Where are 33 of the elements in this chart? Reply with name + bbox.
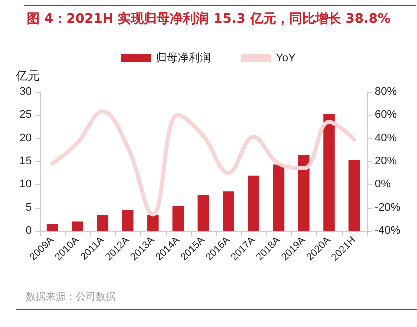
y-tick-label: 5 xyxy=(26,202,32,214)
legend-label: YoY xyxy=(276,52,297,64)
y-tick-label: 20 xyxy=(20,132,32,144)
bar xyxy=(273,164,285,231)
y2-tick-label: 40% xyxy=(375,132,398,144)
y-tick-label: 30 xyxy=(20,86,32,98)
bar xyxy=(148,215,159,231)
y2-tick-label: 20% xyxy=(375,156,398,168)
y-tick-label: 25 xyxy=(20,109,32,122)
bar xyxy=(198,195,210,231)
y-tick-label: 10 xyxy=(20,178,32,191)
y-tick-label: 15 xyxy=(20,156,32,168)
bar xyxy=(348,160,360,231)
chart-title: 图 4：2021H 实现归母净利润 15.3 亿元，同比增长 38.8% xyxy=(27,10,391,28)
line-series xyxy=(50,110,356,217)
y2-tick-label: 80% xyxy=(375,86,398,98)
bar xyxy=(122,210,134,231)
y2-tick-label: 60% xyxy=(375,109,398,122)
y2-tick-label: -20% xyxy=(375,202,401,214)
y-tick-label: 0 xyxy=(26,225,32,237)
bar xyxy=(248,176,260,231)
bar xyxy=(222,192,234,231)
legend-label: 归母净利润 xyxy=(156,52,212,64)
y2-tick-label: -40% xyxy=(375,225,401,237)
y-axis-title: 亿元 xyxy=(15,69,40,83)
bar xyxy=(46,224,58,231)
bar xyxy=(298,155,310,231)
bar xyxy=(324,114,335,231)
source-note: 数据来源：公司数据 xyxy=(26,290,116,304)
bar xyxy=(97,215,109,231)
y2-tick-label: 0% xyxy=(375,178,392,191)
bar xyxy=(72,222,84,231)
bar xyxy=(172,206,184,231)
